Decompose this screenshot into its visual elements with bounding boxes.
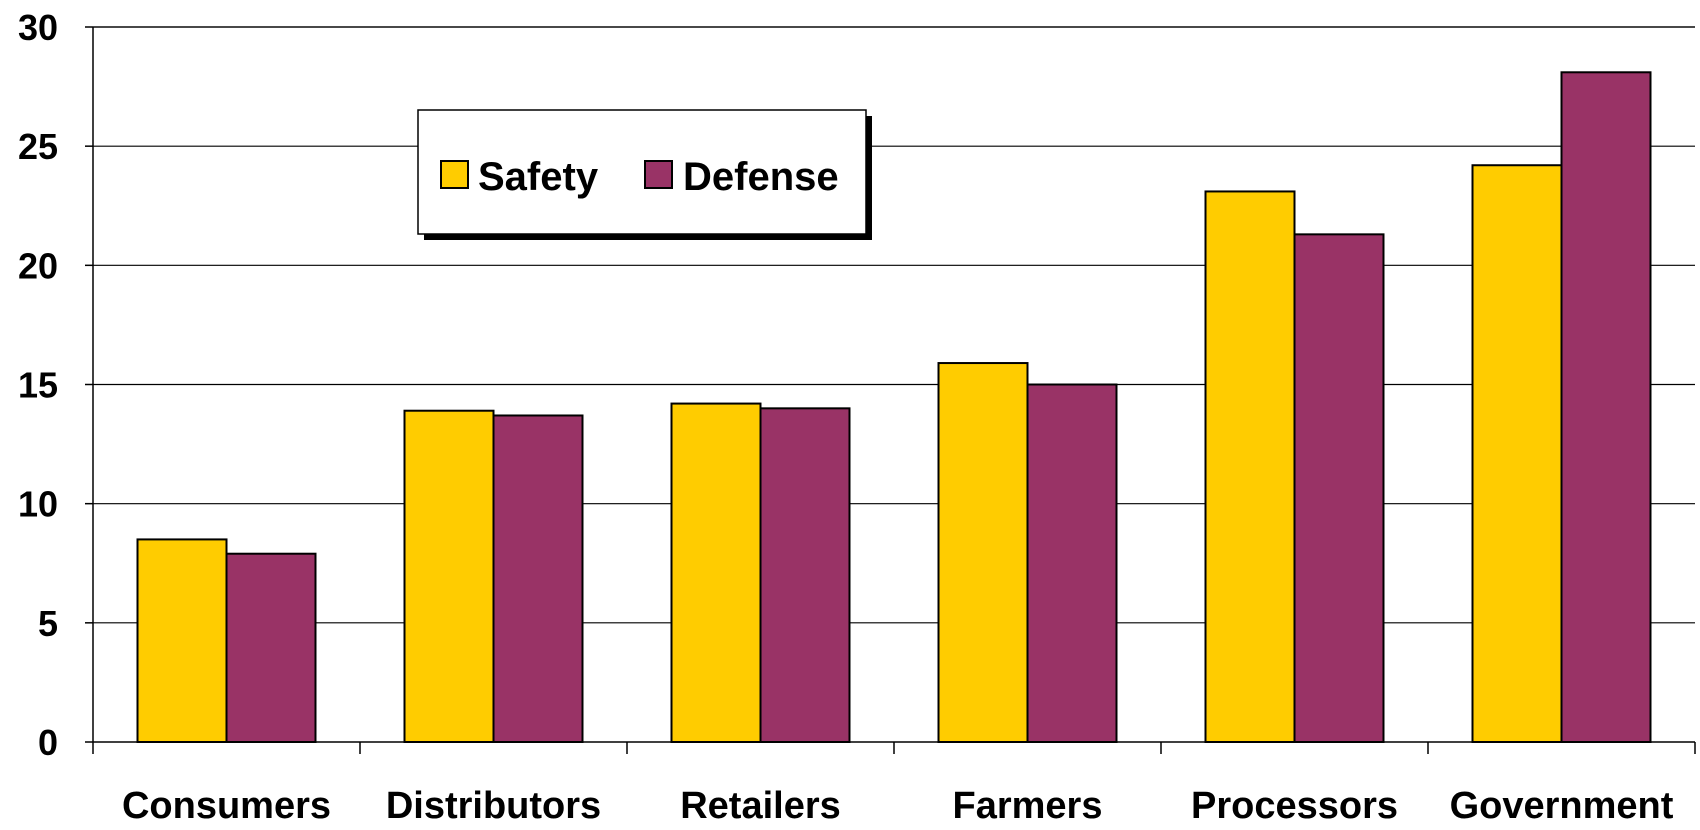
legend: Safety Defense — [417, 109, 872, 240]
x-category-label: Consumers — [122, 785, 331, 825]
bar-safety-farmers — [937, 362, 1029, 743]
x-category-labels: Consumers Distributors Retailers Farmers Pro… — [122, 785, 1674, 827]
bar-safety-retailers — [670, 402, 762, 743]
bar-safety-processors — [1204, 190, 1296, 743]
bar-safety-government — [1471, 164, 1563, 743]
bars — [136, 71, 1652, 744]
x-category-label: Retailers — [680, 785, 841, 825]
y-tick-label: 0 — [38, 722, 58, 763]
x-category-label: Government — [1450, 785, 1674, 825]
axes — [85, 26, 1696, 754]
x-category-label: Farmers — [953, 785, 1103, 825]
y-tick-label: 15 — [18, 365, 58, 406]
bar-safety-distributors — [403, 409, 495, 743]
legend-label-defense: Defense — [683, 155, 839, 199]
bar-defense-consumers — [225, 552, 317, 744]
bar-defense-government — [1560, 71, 1652, 744]
y-tick-label: 5 — [38, 603, 58, 644]
x-category-label: Processors — [1191, 785, 1398, 825]
y-tick-label: 30 — [18, 7, 58, 48]
legend-swatch-safety — [440, 160, 469, 189]
y-tick-label: 20 — [18, 245, 58, 286]
bar-defense-farmers — [1026, 383, 1118, 743]
y-tick-label: 10 — [18, 484, 58, 525]
x-category-label: Distributors — [386, 785, 601, 825]
y-tick-labels: 0 5 10 15 20 25 30 — [18, 7, 58, 763]
legend-box — [417, 109, 867, 235]
legend-label-safety: Safety — [478, 155, 599, 199]
y-tick-label: 25 — [18, 126, 58, 167]
bar-safety-consumers — [136, 538, 228, 744]
bar-defense-processors — [1293, 233, 1385, 743]
bar-defense-retailers — [759, 407, 851, 743]
gridlines — [93, 26, 1695, 624]
bar-defense-distributors — [492, 414, 584, 743]
legend-swatch-defense — [644, 160, 673, 189]
